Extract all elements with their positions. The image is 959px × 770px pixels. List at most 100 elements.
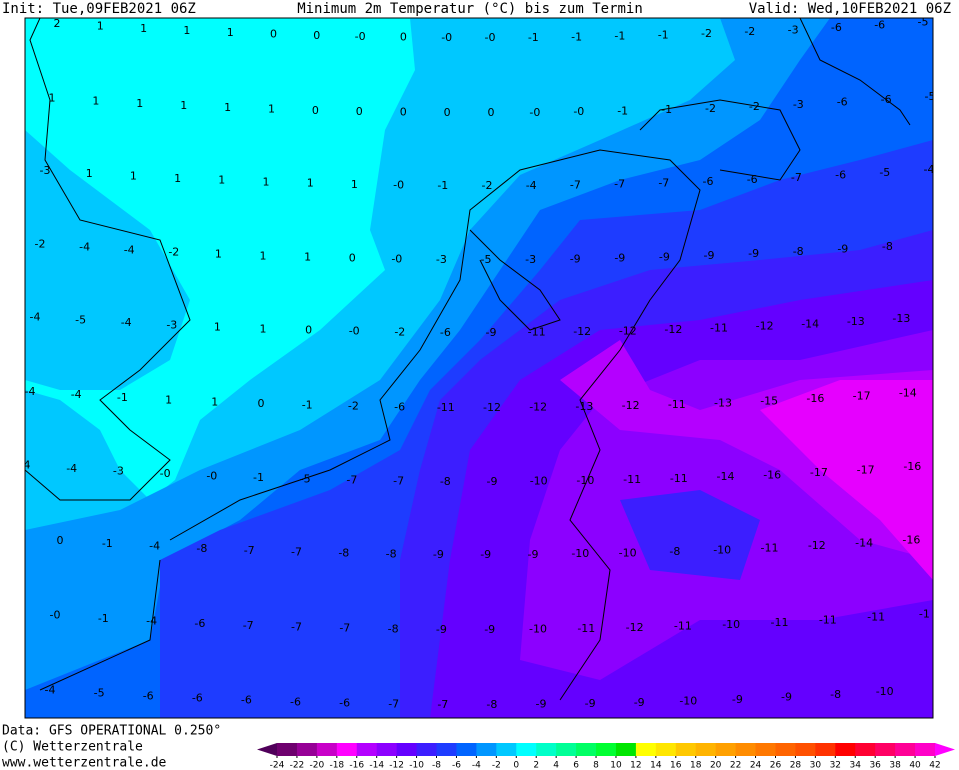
grid-label: 0: [400, 31, 407, 44]
grid-label: -7: [393, 474, 404, 487]
grid-label: -9: [659, 250, 670, 263]
grid-label: 1: [260, 249, 267, 262]
grid-label: 1: [180, 99, 187, 112]
grid-label: 0: [258, 397, 265, 410]
colorbar-label: 34: [850, 761, 862, 770]
colorbar-segment: [356, 743, 378, 756]
grid-label: 0: [57, 534, 64, 547]
grid-label: -0: [349, 325, 360, 338]
grid-label: -2: [348, 400, 359, 413]
grid-label: 0: [356, 105, 363, 118]
grid-label: -1: [102, 537, 113, 550]
colorbar-segment: [615, 743, 637, 756]
colorbar-label: 42: [929, 761, 940, 770]
grid-label: -10: [876, 685, 894, 698]
grid-label: 1: [224, 101, 231, 114]
grid-label: -3: [525, 253, 536, 266]
grid-label: -9: [436, 623, 447, 636]
grid-label: -11: [528, 326, 546, 339]
grid-label: -3: [793, 98, 804, 111]
colorbar-segment: [895, 743, 916, 756]
grid-label: -12: [756, 320, 774, 333]
grid-label: -11: [819, 613, 837, 626]
grid-label: -11: [437, 401, 455, 414]
grid-label: -3: [166, 318, 177, 331]
grid-label: 0: [270, 28, 277, 41]
grid-label: -8: [196, 542, 207, 555]
grid-label: -12: [573, 325, 591, 338]
grid-label: -1: [98, 612, 109, 625]
grid-label: -4: [149, 540, 160, 553]
colorbar-label: 12: [630, 761, 641, 770]
grid-label: -1: [253, 471, 264, 484]
colorbar-label: 0: [513, 761, 519, 770]
grid-label: -6: [194, 617, 205, 630]
grid-label: -4: [924, 163, 935, 176]
grid-label: -0: [441, 31, 452, 44]
grid-label: 1: [218, 174, 225, 187]
grid-label: -12: [626, 621, 644, 634]
grid-label: -10: [576, 474, 594, 487]
grid-label: -6: [703, 175, 714, 188]
grid-label: -6: [831, 21, 842, 34]
colorbar-label: 6: [573, 761, 579, 770]
grid-label: 1: [260, 322, 267, 335]
grid-label: -10: [529, 623, 547, 636]
grid-label: -1: [528, 31, 539, 44]
grid-label: -8: [486, 698, 497, 711]
grid-label: -11: [867, 611, 885, 624]
colorbar-segment: [396, 743, 418, 756]
grid-label: 1: [165, 393, 172, 406]
grid-label: -16: [806, 392, 824, 405]
grid-label: 1: [268, 103, 275, 116]
colorbar-segment: [496, 743, 517, 756]
grid-label: -6: [440, 326, 451, 339]
grid-label: -6: [241, 694, 252, 707]
grid-label: -8: [882, 240, 893, 253]
colorbar-label: -8: [432, 761, 441, 770]
grid-label: -4: [30, 310, 41, 323]
grid-label: -4: [20, 459, 31, 472]
colorbar-label: 8: [593, 761, 599, 770]
grid-label: -17: [853, 389, 871, 402]
grid-label: -0: [160, 467, 171, 480]
grid-label: 1: [211, 395, 218, 408]
grid-label: -7: [291, 545, 302, 558]
grid-label: -5: [94, 687, 105, 700]
grid-label: -10: [530, 475, 548, 488]
colorbar-segment: [316, 743, 338, 756]
colorbar-segment: [296, 743, 318, 756]
grid-label: -13: [892, 312, 910, 325]
colorbar-label: 16: [670, 761, 682, 770]
grid-label: 1: [140, 22, 147, 35]
colorbar-label: -20: [310, 761, 325, 770]
grid-label: -15: [760, 394, 778, 407]
grid-label: -1: [658, 28, 669, 41]
grid-label: -5: [918, 15, 929, 28]
grid-label: -6: [747, 173, 758, 186]
grid-label: -9: [781, 691, 792, 704]
grid-label: -6: [143, 689, 154, 702]
grid-label: -6: [881, 93, 892, 106]
grid-label: -6: [835, 169, 846, 182]
grid-label: -11: [674, 620, 692, 633]
colorbar-label: 36: [869, 761, 881, 770]
grid-label: -4: [121, 316, 132, 329]
website: www.wetterzentrale.de: [2, 756, 167, 770]
grid-label: -5: [75, 313, 86, 326]
grid-label: 1: [49, 92, 56, 105]
colorbar-segment: [815, 743, 836, 756]
grid-label: -4: [124, 243, 135, 256]
colorbar-label: 30: [810, 761, 822, 770]
grid-label: -8: [440, 475, 451, 488]
colorbar-label: 18: [690, 761, 702, 770]
colorbar-label: 38: [889, 761, 901, 770]
colorbar-label: 20: [710, 761, 722, 770]
grid-label: -1: [919, 607, 930, 620]
grid-labels: 2 1 1 1 1 0 0 -0 0 -0 -0 -1 -1 -1 -1 -2 -2 -3 -6 -6 -5 1 1 1 1 1 1…: [20, 15, 935, 711]
grid-label: 1: [227, 26, 234, 39]
colorbar-label: 40: [909, 761, 921, 770]
grid-label: -3: [40, 164, 51, 177]
colorbar-segment: [476, 743, 497, 756]
copyright: (C) Wetterzentrale: [2, 740, 143, 755]
